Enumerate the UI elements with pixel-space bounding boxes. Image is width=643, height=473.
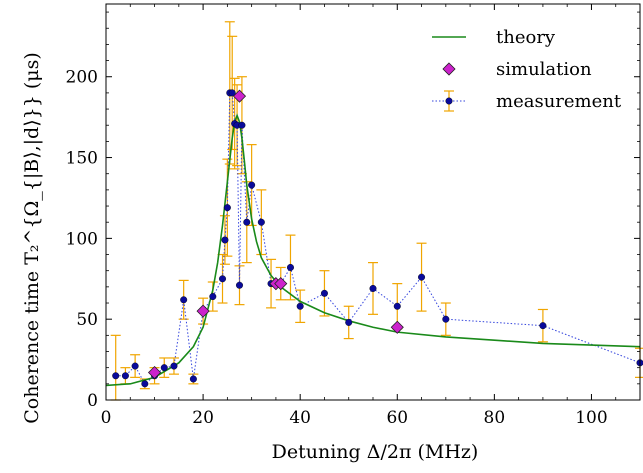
legend-measurement-label: measurement xyxy=(496,91,622,112)
measurement-point xyxy=(248,181,256,189)
measurement-point xyxy=(180,296,188,304)
measurement-line xyxy=(115,92,641,385)
axes-layer: 0 20 40 60 80 100 0 50 100 150 200 xyxy=(66,3,641,428)
measurement-point xyxy=(189,375,197,383)
simulation-point xyxy=(390,320,404,334)
measurement-point xyxy=(320,289,328,297)
y-tick-label: 150 xyxy=(66,149,98,169)
measurement-point xyxy=(393,302,401,310)
legend-measurement-swatch xyxy=(445,97,453,105)
measurement-point xyxy=(228,89,236,97)
legend-simulation-swatch xyxy=(442,62,456,76)
y-tick-label: 200 xyxy=(66,68,98,88)
plot-layer xyxy=(105,21,643,401)
x-tick-label: 80 xyxy=(484,408,506,428)
measurement-point xyxy=(209,293,217,301)
measurement-point xyxy=(442,315,450,323)
simulation-point xyxy=(274,277,288,291)
measurement-point xyxy=(223,204,231,212)
measurement-point xyxy=(112,372,120,380)
legend-simulation-label: simulation xyxy=(496,59,592,80)
measurement-point xyxy=(219,275,227,283)
measurement-point xyxy=(221,236,229,244)
x-tick-label: 60 xyxy=(386,408,408,428)
measurement-point xyxy=(235,281,243,289)
y-tick-label: 50 xyxy=(76,310,98,330)
x-tick-label: 100 xyxy=(575,408,607,428)
theory-line xyxy=(105,113,641,387)
measurement-point xyxy=(238,121,246,129)
x-tick-label: 20 xyxy=(192,408,214,428)
measurement-point xyxy=(296,302,304,310)
measurement-point xyxy=(345,318,353,326)
measurement-point xyxy=(369,284,377,292)
measurement-point xyxy=(121,372,129,380)
x-axis-label: Detuning Δ/2π (MHz) xyxy=(272,441,479,463)
measurement-point xyxy=(243,218,251,226)
x-tick-label: 40 xyxy=(289,408,311,428)
measurement-point xyxy=(170,362,178,370)
measurement-point xyxy=(160,364,168,372)
y-axis-label: Coherence time T₂^{Ω_{|B⟩,|d⟩}} (μs) xyxy=(21,52,43,424)
y-tick-label: 0 xyxy=(87,391,98,411)
measurement-point xyxy=(141,380,149,388)
y-tick-label: 100 xyxy=(66,229,98,249)
measurement-point xyxy=(131,362,139,370)
simulation-point xyxy=(147,365,162,380)
measurement-point xyxy=(286,263,294,271)
simulation-point xyxy=(232,89,247,103)
measurement-point xyxy=(257,218,265,226)
x-tick-label: 0 xyxy=(101,408,112,428)
measurement-point xyxy=(418,273,426,281)
measurement-point xyxy=(539,322,547,330)
legend: theory simulation measurement xyxy=(432,27,622,112)
simulation-point xyxy=(196,304,210,318)
legend-theory-label: theory xyxy=(496,27,556,48)
